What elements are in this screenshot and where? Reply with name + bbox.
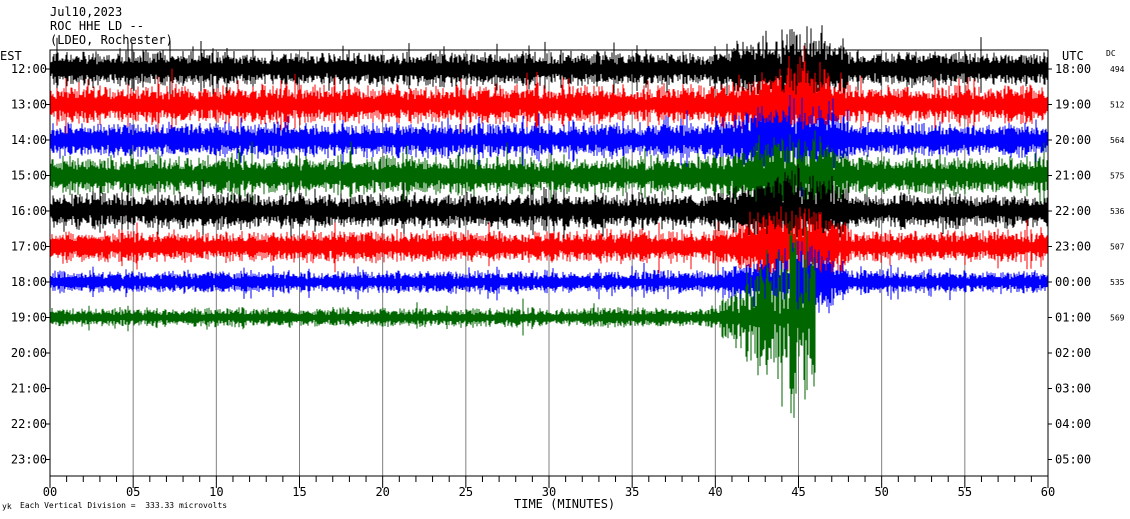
left-hour-label: 22:00: [11, 417, 47, 431]
left-hour-label: 14:00: [11, 133, 47, 147]
footer-scale-note: Each Vertical Division = 333.33 microvol…: [20, 501, 228, 510]
right-hour-label: 23:00: [1055, 240, 1091, 254]
left-hour-label: 21:00: [11, 382, 47, 396]
plot-frame: [49, 49, 1049, 477]
title-date: Jul10,2023: [50, 5, 123, 19]
x-axis-label: TIME (MINUTES): [514, 497, 616, 511]
x-tick-label: 30: [542, 485, 556, 499]
dc-value: 512: [1110, 101, 1125, 110]
title-network: (LDEO, Rochester): [50, 33, 173, 47]
left-hour-label: 15:00: [11, 169, 47, 183]
dc-value: 575: [1110, 172, 1125, 181]
left-hour-label: 13:00: [11, 98, 47, 112]
right-hour-label: 01:00: [1055, 311, 1091, 325]
left-hour-label: 17:00: [11, 240, 47, 254]
right-hour-label: 04:00: [1055, 417, 1091, 431]
x-tick-label: 10: [209, 485, 223, 499]
left-hour-label: 12:00: [11, 62, 47, 76]
dc-value: 569: [1110, 314, 1125, 323]
x-tick-label: 45: [791, 485, 805, 499]
left-hour-label: 23:00: [11, 453, 47, 467]
left-hour-label: 20:00: [11, 346, 47, 360]
x-tick-label: 25: [459, 485, 473, 499]
dc-value: 507: [1110, 243, 1125, 252]
right-hour-label: 02:00: [1055, 346, 1091, 360]
right-hour-label: 21:00: [1055, 169, 1091, 183]
x-tick-label: 40: [708, 485, 722, 499]
x-tick-label: 05: [126, 485, 140, 499]
right-hour-label: 20:00: [1055, 133, 1091, 147]
x-tick-label: 60: [1041, 485, 1055, 499]
right-hour-label: 05:00: [1055, 453, 1091, 467]
x-tick-label: 00: [43, 485, 57, 499]
right-hour-label: 18:00: [1055, 62, 1091, 76]
x-tick-label: 20: [375, 485, 389, 499]
x-tick-label: 50: [874, 485, 888, 499]
left-hour-label: 19:00: [11, 311, 47, 325]
dc-label: DC: [1106, 49, 1116, 58]
x-tick-label: 55: [958, 485, 972, 499]
dc-value: 535: [1110, 278, 1125, 287]
title-station: ROC HHE LD --: [50, 19, 144, 33]
dc-value: 494: [1110, 65, 1125, 74]
left-hour-label: 18:00: [11, 275, 47, 289]
left-axis-label: EST: [0, 49, 22, 63]
dc-value: 564: [1110, 136, 1125, 145]
right-hour-label: 03:00: [1055, 382, 1091, 396]
x-tick-label: 35: [625, 485, 639, 499]
tick-layer: 00 05 10 15 20 25 30 35 40 45 50 55 60 12:00 13:00 14:0…: [11, 62, 1125, 499]
footer-mark: yk: [2, 502, 12, 511]
x-tick-label: 15: [292, 485, 306, 499]
right-hour-label: 19:00: [1055, 98, 1091, 112]
right-hour-label: 00:00: [1055, 275, 1091, 289]
right-axis-label: UTC: [1062, 49, 1084, 63]
right-hour-label: 22:00: [1055, 204, 1091, 218]
dc-value: 536: [1110, 207, 1125, 216]
left-hour-label: 16:00: [11, 204, 47, 218]
